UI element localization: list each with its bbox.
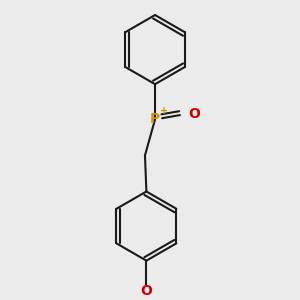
Text: +: + — [160, 106, 169, 116]
Text: O: O — [188, 107, 200, 121]
Text: O: O — [140, 284, 152, 298]
Text: P: P — [150, 112, 160, 127]
